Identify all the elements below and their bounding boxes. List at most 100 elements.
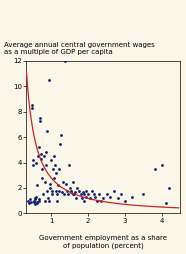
Point bbox=[39, 119, 41, 123]
Point bbox=[98, 192, 101, 196]
Point bbox=[63, 192, 66, 196]
Point bbox=[79, 192, 82, 196]
Point bbox=[87, 192, 90, 196]
Point bbox=[69, 190, 72, 194]
Point bbox=[54, 171, 57, 175]
Point bbox=[59, 141, 62, 146]
Point bbox=[90, 188, 93, 193]
Point bbox=[83, 192, 86, 196]
Point bbox=[84, 195, 87, 199]
Point bbox=[40, 167, 43, 171]
Text: Average annual central government wages
as a multiple of GDP per capita: Average annual central government wages … bbox=[4, 42, 154, 55]
Point bbox=[73, 192, 76, 196]
Point bbox=[51, 188, 54, 193]
Point bbox=[161, 163, 163, 167]
Point bbox=[109, 195, 112, 199]
Point bbox=[56, 183, 59, 187]
Point bbox=[34, 161, 37, 165]
Point bbox=[71, 192, 74, 196]
Point bbox=[76, 186, 78, 190]
Point bbox=[53, 154, 56, 158]
Point bbox=[52, 167, 54, 171]
Point bbox=[33, 196, 36, 200]
Point bbox=[47, 196, 50, 200]
Point bbox=[33, 197, 36, 201]
Point bbox=[50, 192, 53, 196]
Point bbox=[75, 196, 78, 200]
Point bbox=[27, 199, 30, 203]
Point bbox=[37, 199, 40, 203]
Point bbox=[168, 186, 171, 190]
Point bbox=[82, 199, 85, 203]
Point bbox=[92, 192, 95, 196]
Point bbox=[44, 150, 47, 154]
Point bbox=[63, 59, 66, 63]
Point bbox=[65, 188, 68, 193]
Point bbox=[153, 167, 156, 171]
Point bbox=[62, 180, 65, 184]
Point bbox=[33, 200, 36, 204]
Point bbox=[36, 200, 39, 204]
Point bbox=[94, 195, 97, 199]
Point bbox=[43, 180, 46, 184]
Point bbox=[48, 199, 51, 203]
Point bbox=[45, 163, 48, 167]
Point bbox=[58, 188, 61, 193]
Point bbox=[50, 158, 53, 162]
Point bbox=[105, 192, 108, 196]
Point bbox=[41, 176, 44, 180]
Point bbox=[52, 176, 55, 180]
Point bbox=[40, 157, 43, 161]
Point bbox=[116, 196, 119, 200]
Point bbox=[46, 188, 49, 193]
Point bbox=[55, 199, 58, 203]
Point bbox=[101, 196, 104, 200]
Point bbox=[29, 197, 32, 201]
Point bbox=[68, 186, 71, 190]
Point bbox=[37, 154, 40, 158]
Point bbox=[47, 78, 50, 82]
Point bbox=[49, 186, 52, 190]
Point bbox=[56, 192, 59, 196]
Point bbox=[36, 201, 39, 205]
Point bbox=[29, 200, 32, 204]
Point bbox=[38, 197, 41, 201]
Point bbox=[142, 192, 145, 196]
Point bbox=[41, 192, 44, 196]
Point bbox=[113, 188, 116, 193]
Point bbox=[67, 163, 70, 167]
Point bbox=[77, 188, 80, 193]
Text: Government employment as a share
of population (percent): Government employment as a share of popu… bbox=[39, 235, 167, 249]
Point bbox=[31, 106, 33, 110]
Point bbox=[34, 202, 37, 207]
Point bbox=[53, 163, 56, 167]
Point bbox=[35, 195, 38, 199]
Point bbox=[39, 152, 42, 156]
Point bbox=[42, 154, 45, 158]
Point bbox=[57, 167, 60, 171]
Point bbox=[32, 163, 35, 167]
Point bbox=[72, 180, 75, 184]
Point bbox=[39, 116, 42, 120]
Point bbox=[31, 158, 34, 162]
Point bbox=[120, 192, 123, 196]
Point bbox=[70, 188, 73, 193]
Point bbox=[54, 188, 57, 193]
Point bbox=[45, 129, 48, 133]
Point bbox=[80, 196, 83, 200]
Point bbox=[124, 199, 126, 203]
Point bbox=[30, 103, 33, 107]
Point bbox=[81, 190, 84, 194]
Point bbox=[89, 196, 92, 200]
Point bbox=[35, 183, 38, 187]
Point bbox=[43, 199, 46, 203]
Point bbox=[100, 199, 102, 203]
Point bbox=[49, 182, 52, 186]
Point bbox=[74, 190, 77, 194]
Point bbox=[37, 145, 40, 149]
Point bbox=[32, 199, 35, 203]
Point bbox=[60, 133, 63, 137]
Point bbox=[85, 188, 88, 193]
Point bbox=[164, 201, 167, 205]
Point bbox=[131, 195, 134, 199]
